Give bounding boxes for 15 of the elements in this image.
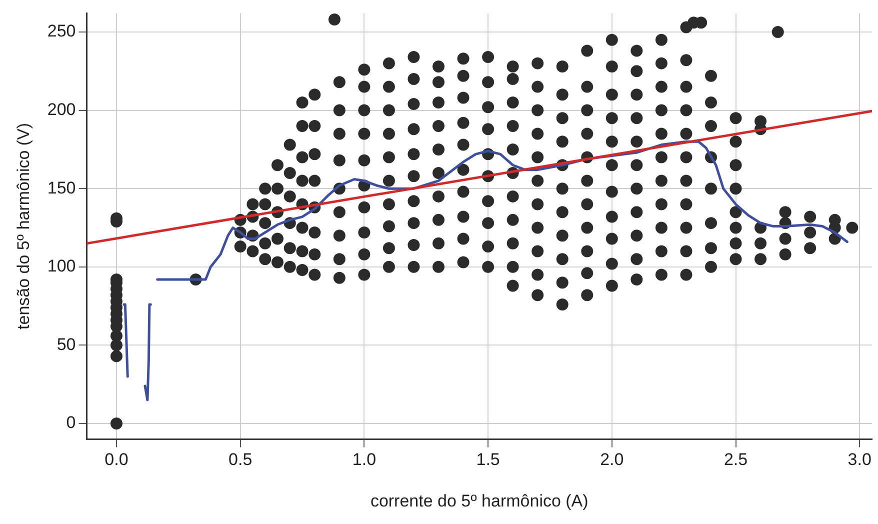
x-tick-label: 0.0	[104, 450, 128, 470]
x-tick-label: 2.5	[724, 450, 748, 470]
x-tick-label: 1.5	[476, 450, 500, 470]
y-tick-label: 0	[66, 413, 76, 432]
x-axis-title: corrente do 5º harmônico (A)	[370, 491, 588, 510]
x-tick-label: 1.0	[352, 450, 376, 470]
x-tick-label: 0.5	[228, 450, 252, 470]
y-axis-title: tensão do 5º harmônico (V)	[14, 122, 33, 330]
x-tick-label: 3.0	[848, 450, 872, 470]
y-tick-label: 200	[47, 100, 76, 119]
y-tick-label: 100	[47, 256, 76, 276]
x-tick-label: 2.0	[600, 450, 624, 470]
y-tick-label: 150	[47, 178, 76, 198]
y-tick-label: 50	[56, 334, 76, 354]
y-tick-label: 250	[47, 22, 76, 41]
